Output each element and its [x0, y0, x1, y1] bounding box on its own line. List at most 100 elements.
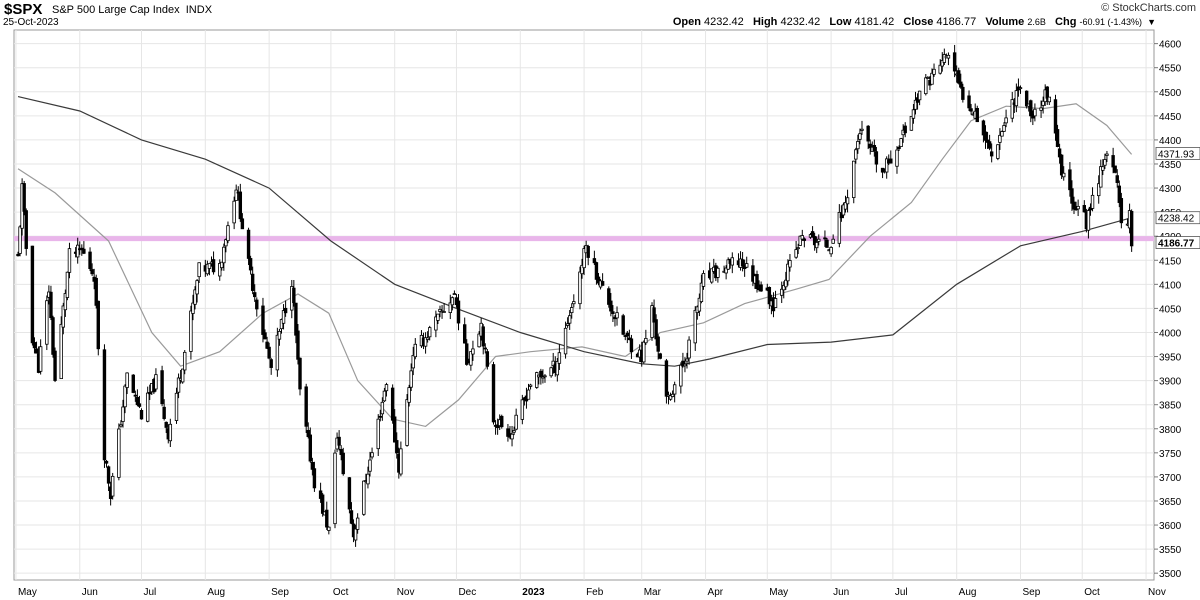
candle-body: [189, 310, 193, 352]
candle-body: [174, 392, 179, 421]
candle-body: [510, 433, 514, 440]
candle-body: [594, 262, 599, 280]
candle-body: [94, 277, 98, 306]
candle-body: [382, 390, 387, 402]
candle-body: [969, 108, 973, 112]
candle-body: [1119, 198, 1124, 224]
candle-body: [664, 360, 669, 397]
candle-body: [30, 245, 35, 344]
candle-body: [1101, 166, 1105, 171]
candle-body: [211, 259, 216, 273]
candle-body: [253, 292, 257, 298]
candle-body: [751, 265, 755, 282]
candle-body: [263, 332, 267, 340]
candle-body: [539, 370, 543, 377]
candle-body: [683, 363, 687, 367]
candle-body: [222, 246, 226, 264]
candle-body: [586, 245, 590, 258]
candle-body: [376, 418, 380, 450]
candle-body: [699, 282, 704, 303]
candle-body: [1070, 188, 1074, 204]
y-tick-label: 4000: [1159, 328, 1182, 339]
candle-body: [940, 60, 944, 67]
candle-body: [557, 352, 562, 364]
y-tick-label: 3900: [1159, 377, 1182, 388]
dropdown-arrow-icon[interactable]: ▼: [1147, 17, 1156, 27]
candle-body: [710, 268, 714, 283]
x-tick-label: Jul: [144, 587, 157, 598]
candle-body: [578, 271, 582, 305]
candle-body: [399, 448, 403, 475]
candlesticks: [16, 44, 1134, 547]
candle-body: [874, 151, 879, 165]
index-name: S&P 500 Large Cap Index: [52, 4, 180, 16]
candle-body: [926, 77, 930, 79]
candle-body: [24, 210, 28, 249]
candle-body: [555, 361, 560, 376]
candle-body: [123, 385, 127, 408]
candle-body: [567, 315, 572, 324]
candle-body: [436, 313, 440, 321]
candle-body: [679, 364, 683, 387]
candle-body: [1041, 100, 1045, 106]
candle-body: [281, 310, 286, 324]
candle-body: [277, 330, 282, 340]
candle-body: [1029, 100, 1033, 117]
candle-body: [306, 429, 310, 438]
candle-body: [1004, 117, 1008, 124]
price-marker-label: 4371.93: [1158, 149, 1195, 160]
ohlc-readout: Open 4232.42 High 4232.42 Low 4181.42 Cl…: [673, 16, 1156, 28]
x-tick-label: Jun: [82, 587, 98, 598]
candle-body: [810, 231, 815, 238]
candle-body: [312, 468, 317, 489]
candle-body: [131, 374, 135, 393]
stockcharts-watermark: © StockCharts.com: [1101, 2, 1196, 14]
candle-body: [423, 337, 428, 347]
candle-body: [390, 387, 395, 421]
y-tick-label: 4350: [1159, 160, 1182, 171]
candle-body: [347, 477, 352, 510]
candle-body: [310, 461, 315, 470]
candle-body: [615, 312, 619, 319]
candle-body: [1053, 99, 1058, 134]
candle-body: [909, 115, 914, 131]
candle-body: [411, 354, 415, 369]
candle-body: [563, 327, 568, 355]
candle-body: [248, 258, 253, 271]
candle-body: [812, 236, 817, 246]
candle-body: [413, 343, 417, 358]
candle-body: [65, 271, 70, 298]
price-marker-box: [1155, 236, 1200, 249]
candle-body: [730, 257, 734, 266]
candle-body: [541, 376, 545, 379]
y-tick-label: 3850: [1159, 401, 1182, 412]
y-tick-label: 4100: [1159, 280, 1182, 291]
candle-body: [1082, 205, 1087, 213]
candle-body: [38, 346, 43, 372]
candle-body: [788, 260, 792, 268]
candle-body: [477, 333, 481, 348]
candle-body: [854, 149, 858, 160]
candle-body: [442, 311, 446, 313]
candle-body: [438, 308, 442, 312]
candle-body: [520, 399, 525, 420]
candle-body: [191, 302, 195, 314]
candle-body: [685, 358, 689, 362]
candle-body: [327, 526, 331, 531]
x-tick-label: Feb: [586, 587, 604, 598]
candle-body: [362, 480, 366, 515]
candle-body: [234, 189, 238, 201]
candle-body: [831, 238, 835, 244]
candle-body: [378, 415, 382, 418]
x-tick-label: Aug: [207, 587, 225, 598]
candle-body: [1047, 96, 1052, 103]
ma-slow-line: [17, 96, 1132, 367]
candle-body: [197, 262, 201, 278]
candle-body: [596, 276, 601, 284]
candle-body: [45, 300, 49, 345]
candle-body: [304, 386, 308, 427]
candle-body: [180, 368, 185, 383]
candle-body: [825, 239, 829, 248]
candle-body: [366, 473, 370, 485]
candle-body: [802, 238, 807, 241]
